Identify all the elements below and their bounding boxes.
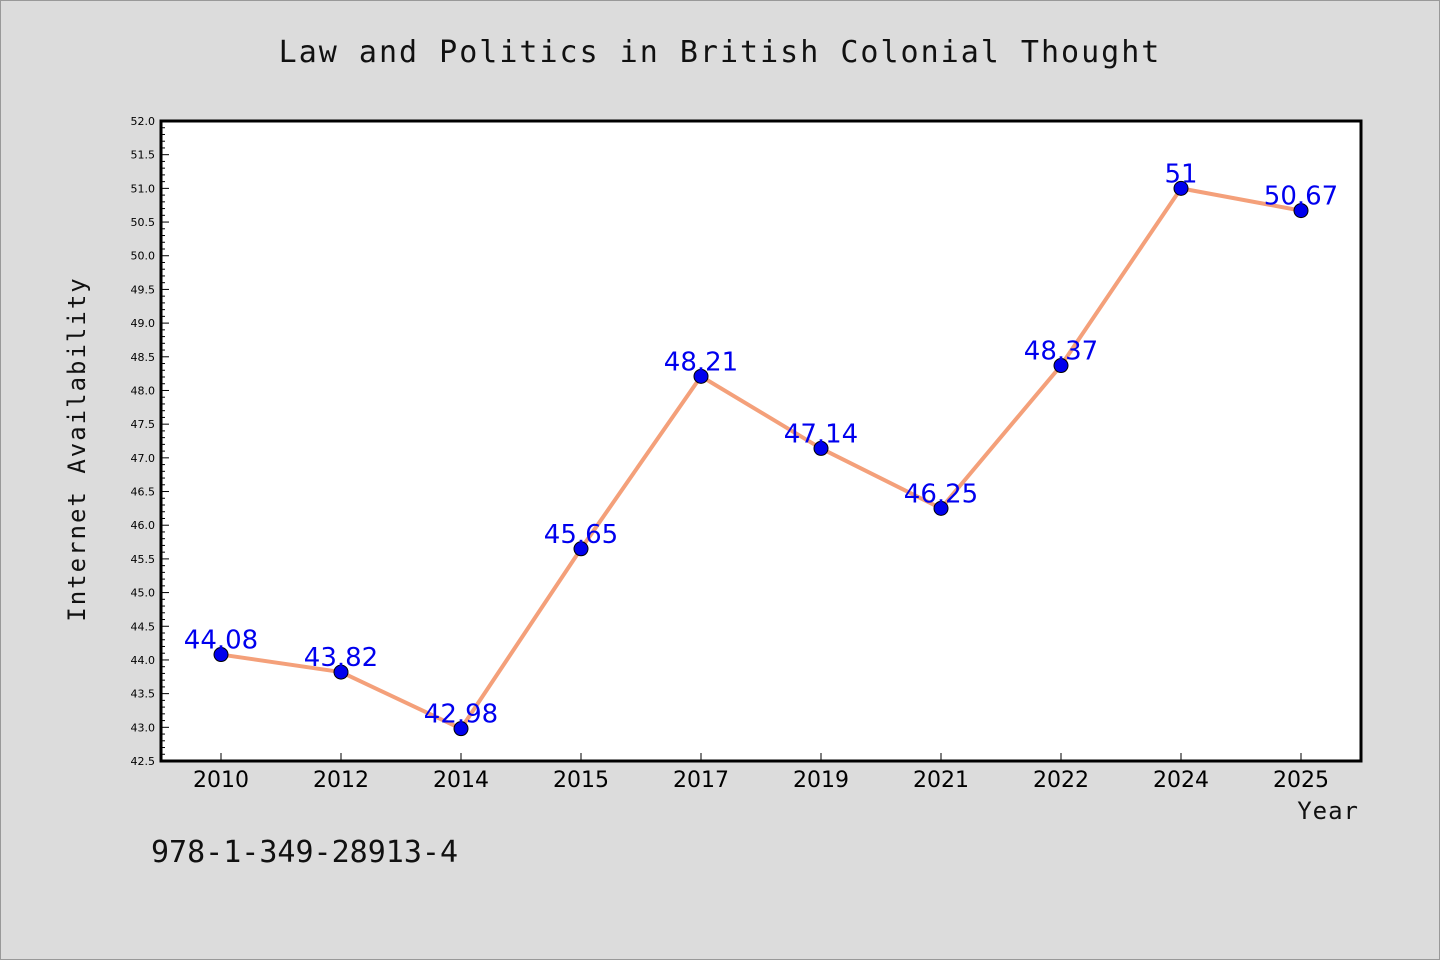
x-tick-label: 2017 xyxy=(673,768,729,793)
x-tick-label: 2014 xyxy=(433,768,489,793)
isbn-text: 978-1-349-28913-4 xyxy=(151,835,459,870)
y-tick-label: 43.0 xyxy=(131,721,156,734)
y-tick-label: 44.5 xyxy=(131,620,156,633)
y-tick-label: 46.5 xyxy=(131,486,156,499)
data-point xyxy=(813,440,829,456)
data-label: 45.65 xyxy=(544,520,618,550)
data-point xyxy=(573,541,589,557)
y-tick-label: 46.0 xyxy=(131,519,156,532)
data-label: 47.14 xyxy=(784,419,858,449)
x-tick-label: 2024 xyxy=(1153,768,1209,793)
y-axis-label: Internet Availability xyxy=(63,276,91,622)
y-tick-label: 51.5 xyxy=(131,149,156,162)
data-point xyxy=(213,647,229,663)
y-tick-label: 43.5 xyxy=(131,688,156,701)
data-point xyxy=(1053,358,1069,374)
y-tick-label: 47.0 xyxy=(131,452,156,465)
x-tick-label: 2021 xyxy=(913,768,969,793)
series-line xyxy=(220,186,1302,731)
y-tick-label: 48.5 xyxy=(131,351,156,364)
x-tick-label: 2025 xyxy=(1273,768,1329,793)
data-point xyxy=(933,500,949,516)
plot-area xyxy=(159,119,1363,763)
data-label: 46.25 xyxy=(904,479,978,509)
y-tick-label: 50.0 xyxy=(131,250,156,263)
data-label: 42.98 xyxy=(424,700,498,730)
chart-title: Law and Politics in British Colonial Tho… xyxy=(278,35,1162,70)
y-tick-label: 51.0 xyxy=(131,182,156,195)
data-point xyxy=(333,664,349,680)
x-axis-label: Year xyxy=(1297,797,1359,825)
x-tick-label: 2010 xyxy=(193,768,249,793)
data-point xyxy=(1173,180,1189,196)
y-tick-label: 48.0 xyxy=(131,384,156,397)
y-tick-label: 49.5 xyxy=(131,283,156,296)
data-point xyxy=(1293,203,1309,219)
data-point xyxy=(453,721,469,737)
data-label: 44.08 xyxy=(184,626,258,656)
x-tick-label: 2022 xyxy=(1033,768,1089,793)
x-tick-label: 2012 xyxy=(313,768,369,793)
data-label: 50.67 xyxy=(1264,182,1338,212)
data-label: 43.82 xyxy=(304,643,378,673)
y-tick-label: 44.0 xyxy=(131,654,156,667)
y-tick-label: 47.5 xyxy=(131,418,156,431)
data-label: 48.21 xyxy=(664,347,738,377)
y-tick-label: 49.0 xyxy=(131,317,156,330)
data-label: 48.37 xyxy=(1024,337,1098,367)
x-tick-label: 2019 xyxy=(793,768,849,793)
y-tick-label: 50.5 xyxy=(131,216,156,229)
y-tick-label: 52.0 xyxy=(131,115,156,128)
x-tick-label: 2015 xyxy=(553,768,609,793)
y-tick-label: 42.5 xyxy=(131,755,156,768)
data-label: 51 xyxy=(1164,159,1197,189)
y-tick-label: 45.5 xyxy=(131,553,156,566)
y-tick-label: 45.0 xyxy=(131,587,156,600)
data-point xyxy=(693,368,709,384)
